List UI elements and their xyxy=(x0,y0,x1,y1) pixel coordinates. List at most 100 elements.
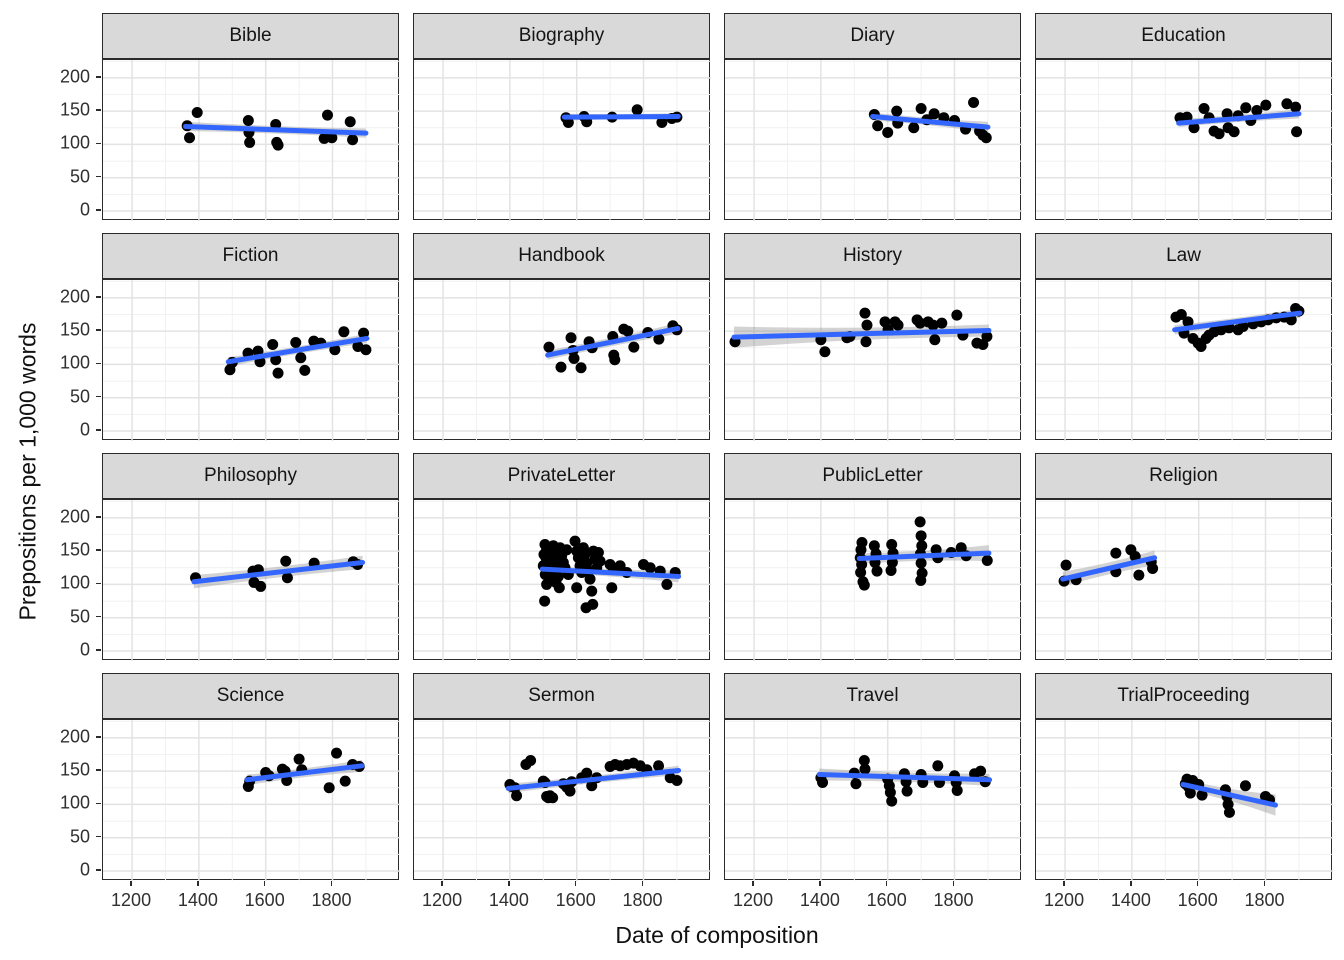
data-point xyxy=(1110,547,1122,559)
x-axis-tick xyxy=(197,881,199,886)
data-point xyxy=(631,104,643,116)
data-point xyxy=(609,354,621,366)
data-point xyxy=(184,132,196,144)
facet-plot-svg xyxy=(725,720,1022,881)
data-point xyxy=(968,96,980,108)
data-point xyxy=(981,554,993,566)
y-tick-label: 50 xyxy=(69,606,90,627)
data-point xyxy=(323,782,335,794)
data-point xyxy=(1175,308,1187,320)
facet-strip-label: Biography xyxy=(413,13,710,59)
data-point xyxy=(358,327,370,339)
data-point xyxy=(855,566,867,578)
y-tick-label: 150 xyxy=(59,99,90,120)
data-point xyxy=(1188,122,1200,134)
facet-plot-svg xyxy=(725,60,1022,221)
facet-plot-area xyxy=(724,499,1022,661)
trend-line xyxy=(183,123,369,136)
data-point xyxy=(861,319,873,331)
data-point xyxy=(1213,128,1225,140)
x-tick-label: 1200 xyxy=(733,890,774,910)
x-axis-tick xyxy=(1196,881,1199,886)
data-point xyxy=(580,602,592,614)
facet-plot-area xyxy=(102,719,400,881)
data-point xyxy=(1221,108,1233,120)
data-point xyxy=(1281,98,1293,110)
facet-plot-area xyxy=(1035,499,1333,661)
trend-line xyxy=(539,566,682,579)
x-tick-label: 1800 xyxy=(1244,890,1285,910)
facet-plot-area xyxy=(102,59,400,221)
data-point xyxy=(886,538,898,550)
facet-strip-label: Religion xyxy=(1035,453,1332,499)
x-axis-tick xyxy=(508,881,510,886)
data-point xyxy=(568,352,580,364)
facet-strip-label: Law xyxy=(1035,233,1332,279)
y-axis-tick xyxy=(96,76,101,78)
data-point xyxy=(892,319,904,331)
data-point xyxy=(255,580,267,592)
y-tick-label: 200 xyxy=(59,506,90,527)
x-tick-label: 1200 xyxy=(1044,890,1085,910)
facet-plot-svg xyxy=(414,280,711,441)
data-point xyxy=(511,790,523,802)
data-point xyxy=(860,336,872,348)
trend-line xyxy=(561,113,681,120)
data-point xyxy=(858,754,870,766)
data-point xyxy=(932,760,944,772)
facet-plot-svg xyxy=(1036,60,1333,221)
data-point xyxy=(299,364,311,376)
x-axis-tick xyxy=(130,881,132,886)
data-point xyxy=(281,572,293,584)
data-point xyxy=(290,336,302,348)
data-point xyxy=(936,317,948,329)
y-tick-label: 200 xyxy=(59,66,90,87)
data-point xyxy=(1060,559,1072,571)
facet-strip-label: Handbook xyxy=(413,233,710,279)
data-point xyxy=(539,595,551,607)
data-point xyxy=(1291,126,1303,138)
data-point xyxy=(339,775,351,787)
data-point xyxy=(1239,780,1251,792)
data-point xyxy=(928,108,940,120)
x-tick-label: 1800 xyxy=(622,890,663,910)
y-axis-tick xyxy=(96,296,101,298)
data-point xyxy=(280,555,292,567)
facet-plot-svg xyxy=(103,280,400,441)
data-point xyxy=(858,579,870,591)
data-point xyxy=(562,116,574,128)
data-point xyxy=(586,780,598,792)
data-point xyxy=(819,346,831,358)
y-tick-label: 50 xyxy=(69,826,90,847)
data-point xyxy=(661,578,673,590)
data-point xyxy=(1198,102,1210,114)
data-point xyxy=(561,544,573,556)
facet-plot-svg xyxy=(725,280,1022,441)
data-point xyxy=(322,109,334,121)
y-tick-label: 150 xyxy=(59,539,90,560)
facet-strip-label: Sermon xyxy=(413,673,710,719)
y-axis-tick xyxy=(96,109,101,111)
x-axis-tick xyxy=(952,881,955,886)
x-axis-tick xyxy=(1063,881,1065,886)
data-point xyxy=(293,753,305,765)
x-tick-label: 1800 xyxy=(933,890,974,910)
trend-line xyxy=(870,113,991,130)
data-point xyxy=(347,134,359,146)
data-point xyxy=(859,763,871,775)
y-tick-label: 100 xyxy=(59,572,90,593)
data-point xyxy=(915,574,927,586)
data-point xyxy=(272,139,284,151)
x-axis-tick xyxy=(885,881,888,886)
data-point xyxy=(1195,340,1207,352)
x-tick-label: 1600 xyxy=(866,890,907,910)
data-point xyxy=(525,754,537,766)
data-point xyxy=(885,564,897,576)
facet-plot-svg xyxy=(1036,280,1333,441)
x-tick-label: 1400 xyxy=(488,890,529,910)
facet-plot-svg xyxy=(103,500,400,661)
facet-plot-svg xyxy=(1036,720,1333,881)
data-point xyxy=(338,326,350,338)
facet-plot-area xyxy=(413,499,711,661)
